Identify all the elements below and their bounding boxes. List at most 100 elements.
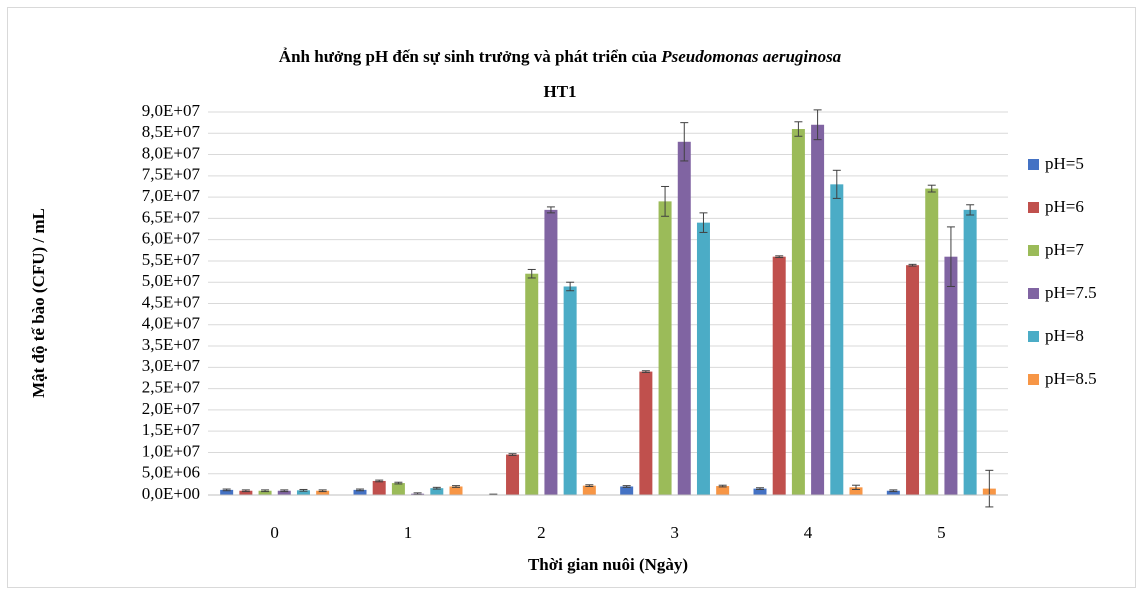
error-bar	[432, 486, 441, 490]
error-bar	[908, 263, 917, 267]
bar	[716, 486, 730, 495]
error-bar	[946, 226, 955, 287]
bar	[658, 201, 672, 495]
legend-label: pH=5	[1045, 154, 1084, 173]
error-bar	[394, 481, 403, 485]
bar	[258, 490, 272, 495]
bar	[525, 273, 539, 495]
error-bar	[222, 488, 231, 492]
x-tick-label: 3	[670, 523, 679, 542]
error-bar	[280, 489, 289, 493]
bar	[620, 486, 634, 495]
y-axis-title: Mật độ tế bào (CFU) / mL	[29, 208, 48, 398]
legend-swatch	[1028, 288, 1039, 299]
bar	[677, 141, 691, 496]
legend-label: pH=6	[1045, 197, 1084, 216]
error-bar	[775, 255, 784, 259]
error-bar	[813, 109, 822, 141]
legend-swatch	[1028, 374, 1039, 385]
error-bar	[375, 479, 384, 483]
error-bar	[356, 488, 364, 492]
y-tick-label: 6,5E+07	[142, 207, 201, 226]
bar	[696, 222, 710, 495]
bar	[220, 489, 234, 495]
bar	[963, 209, 977, 495]
error-bar	[680, 122, 689, 162]
bar	[544, 209, 558, 495]
bar	[239, 490, 253, 495]
y-tick-label: 5,5E+07	[142, 250, 201, 269]
legend-swatch	[1028, 202, 1039, 213]
y-tick-label: 1,0E+07	[142, 441, 201, 460]
error-bar	[452, 485, 460, 488]
legend-swatch	[1028, 245, 1039, 256]
bar	[639, 371, 653, 495]
legend-label: pH=7.5	[1045, 283, 1097, 302]
y-tick-label: 0,0E+00	[142, 484, 200, 503]
y-tick-label: 3,0E+07	[142, 356, 201, 375]
legend-label: pH=8.5	[1045, 369, 1097, 388]
x-tick-label: 2	[537, 523, 546, 542]
y-tick-label: 4,0E+07	[142, 314, 201, 333]
legend-label: pH=7	[1045, 240, 1084, 259]
error-bar	[546, 206, 555, 214]
y-tick-label: 6,0E+07	[142, 229, 201, 248]
error-bar	[756, 487, 764, 490]
bar	[944, 256, 958, 495]
error-bar	[794, 121, 803, 137]
legend-label: pH=8	[1045, 326, 1084, 345]
y-tick-label: 4,5E+07	[142, 292, 201, 311]
error-bar	[966, 204, 975, 216]
y-tick-label: 5,0E+06	[142, 463, 200, 482]
bar	[277, 490, 291, 495]
y-tick-label: 7,5E+07	[142, 165, 201, 184]
x-tick-label: 1	[404, 523, 413, 542]
bar	[316, 490, 330, 495]
chart-title: Ảnh hưởng pH đến sự sinh trưởng và phát …	[279, 47, 842, 66]
y-tick-label: 2,0E+07	[142, 399, 201, 418]
x-axis-title: Thời gian nuôi (Ngày)	[528, 555, 688, 574]
error-bar	[985, 469, 994, 508]
error-bar	[318, 489, 327, 493]
x-tick-label: 5	[937, 523, 946, 542]
bar	[506, 454, 520, 495]
legend-swatch	[1028, 159, 1039, 170]
bar	[925, 188, 939, 495]
title-italic: Pseudomonas aeruginosa	[660, 47, 841, 66]
title-text: Ảnh hưởng pH đến sự sinh trưởng và phát …	[279, 47, 658, 66]
legend-swatch	[1028, 331, 1039, 342]
bar	[791, 129, 805, 495]
y-tick-label: 2,5E+07	[142, 378, 201, 397]
x-tick-label: 0	[270, 523, 279, 542]
y-tick-label: 1,5E+07	[142, 420, 201, 439]
bar	[906, 265, 920, 495]
bar	[849, 487, 863, 495]
y-tick-label: 9,0E+07	[142, 101, 201, 120]
bar	[430, 488, 444, 495]
error-bar	[622, 485, 631, 488]
bar	[772, 256, 786, 495]
y-tick-label: 3,5E+07	[142, 335, 201, 354]
bar	[886, 490, 900, 495]
error-bar	[832, 169, 841, 199]
error-bar	[585, 484, 594, 487]
bar	[391, 483, 405, 495]
error-bar	[927, 184, 936, 193]
error-bar	[889, 489, 898, 493]
x-tick-label: 4	[804, 523, 813, 542]
bar	[372, 480, 386, 495]
error-bar	[718, 484, 727, 488]
bar	[296, 490, 310, 495]
error-bar	[641, 370, 650, 373]
error-bar	[699, 212, 708, 233]
error-bar	[527, 268, 536, 279]
y-tick-label: 5,0E+07	[142, 271, 201, 290]
y-tick-label: 8,0E+07	[142, 143, 201, 162]
chart-title-line2: HT1	[543, 82, 576, 101]
bar	[753, 488, 767, 495]
error-bar	[299, 488, 308, 492]
error-bar	[661, 185, 670, 217]
error-bar	[241, 489, 250, 493]
error-bar	[261, 489, 270, 493]
